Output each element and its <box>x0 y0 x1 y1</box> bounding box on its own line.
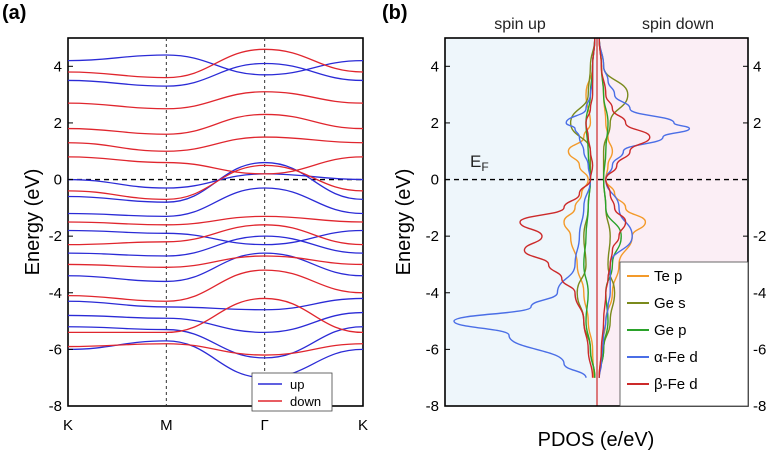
band-up-4 <box>67 297 364 311</box>
fermi-level-label-sub: F <box>481 160 488 174</box>
pdos-legend-box <box>619 261 749 407</box>
pdos-y-axis-label: Energy (eV) <box>393 169 415 276</box>
band-down-3 <box>67 269 364 302</box>
pdos-y-ticks: 4 2 0 -2 -4 -6 -8 <box>426 58 450 415</box>
pdos-curve-spin-down-5 <box>598 37 651 378</box>
pdos-legend: Te p Ge s Ge p α-Fe d β-Fe d <box>619 261 749 407</box>
band-structure-legend-box <box>251 372 333 412</box>
band-up-5 <box>67 252 364 283</box>
band-structure-legend: up down <box>251 372 333 412</box>
right-y-tick-label: -2 <box>753 228 766 245</box>
spin-down-header: spin down <box>642 16 714 33</box>
y-tick-label: 2 <box>54 115 62 132</box>
right-y-tick-label: -4 <box>753 285 766 302</box>
band-down-5 <box>67 224 364 246</box>
y-tick-label: -4 <box>49 285 62 302</box>
pdos-curves <box>453 37 691 406</box>
y-tick-label: -4 <box>426 285 439 302</box>
y-tick-label: 2 <box>431 115 439 132</box>
band-down-2 <box>67 297 364 334</box>
y-tick-label: 4 <box>54 58 62 75</box>
pdos-curve-spin-down-4 <box>598 37 691 378</box>
band-structure-plot-frame <box>67 37 364 407</box>
band-structure-panel: 4 2 0 -2 -4 -6 -8 K M Γ K Energy (eV) up down <box>22 37 368 434</box>
x-tick-label-4: K <box>358 417 368 434</box>
y-tick-label: 4 <box>431 58 439 75</box>
panel-a-label: (a) <box>2 2 26 24</box>
pdos-legend-items: Te p Ge s Ge p α-Fe d β-Fe d <box>627 268 698 393</box>
band-down-1 <box>67 343 364 356</box>
right-y-tick-label: -6 <box>753 341 766 358</box>
band-up-8 <box>67 187 364 217</box>
y-tick-label: -2 <box>49 228 62 245</box>
panel-b-label: (b) <box>382 2 408 24</box>
band-structure-y-ticks: 4 2 0 -2 -4 -6 -8 <box>49 58 73 415</box>
x-tick-label-2: M <box>160 417 173 434</box>
y-tick-label: 0 <box>54 172 62 189</box>
pdos-curve-spin-down-1 <box>598 37 647 378</box>
band-up-12 <box>67 54 364 76</box>
band-up-3 <box>67 311 364 334</box>
band-down-6 <box>67 215 364 226</box>
pdos-legend-label-2: Ge s <box>654 295 686 312</box>
pdos-legend-label-5: β-Fe d <box>654 376 698 393</box>
band-structure-y-axis-label: Energy (eV) <box>22 169 44 276</box>
pdos-x-axis-label: PDOS (e/eV) <box>538 429 655 451</box>
x-tick-label-1: K <box>63 417 73 434</box>
spin-up-header: spin up <box>494 16 546 33</box>
pdos-curve-spin-up-5 <box>519 37 596 378</box>
band-down-7 <box>67 164 364 201</box>
band-down-9 <box>67 136 364 152</box>
y-tick-label: 0 <box>431 172 439 189</box>
pdos-legend-label-1: Te p <box>654 268 682 285</box>
band-up-2 <box>67 326 364 359</box>
legend-down-label: down <box>290 394 321 409</box>
band-up-7 <box>67 229 364 246</box>
pdos-legend-label-3: Ge p <box>654 322 687 339</box>
band-down-10 <box>67 113 364 135</box>
fermi-level-label: EF <box>470 152 489 174</box>
x-tick-label-3: Γ <box>261 417 269 434</box>
y-tick-label: -2 <box>426 228 439 245</box>
y-tick-label: -6 <box>426 341 439 358</box>
fermi-level-label-main: E <box>470 152 481 171</box>
right-y-tick-label: 4 <box>753 58 761 75</box>
band-up-6 <box>67 235 364 257</box>
pdos-plot-frame <box>444 37 749 407</box>
spin-up-background <box>445 38 597 406</box>
y-tick-label: -8 <box>49 398 62 415</box>
band-up-9 <box>67 161 364 203</box>
band-lines <box>67 48 364 379</box>
band-down-11 <box>67 91 364 110</box>
legend-up-label: up <box>290 377 304 392</box>
band-structure-grid <box>68 38 363 406</box>
pdos-legend-label-4: α-Fe d <box>654 349 698 366</box>
band-down-8 <box>67 156 364 175</box>
band-down-12 <box>67 48 364 79</box>
pdos-curve-spin-down-3 <box>598 37 622 378</box>
band-down-4 <box>67 255 364 268</box>
band-up-11 <box>67 62 364 87</box>
right-y-tick-label: -8 <box>753 398 766 415</box>
y-tick-label: -8 <box>426 398 439 415</box>
y-tick-label: -6 <box>49 341 62 358</box>
right-y-tick-label: 2 <box>753 115 761 132</box>
pdos-panel: spin up spin down 4 2 0 -2 -4 -6 -8 4 2 -2 -4 -6 -8… <box>393 16 766 451</box>
